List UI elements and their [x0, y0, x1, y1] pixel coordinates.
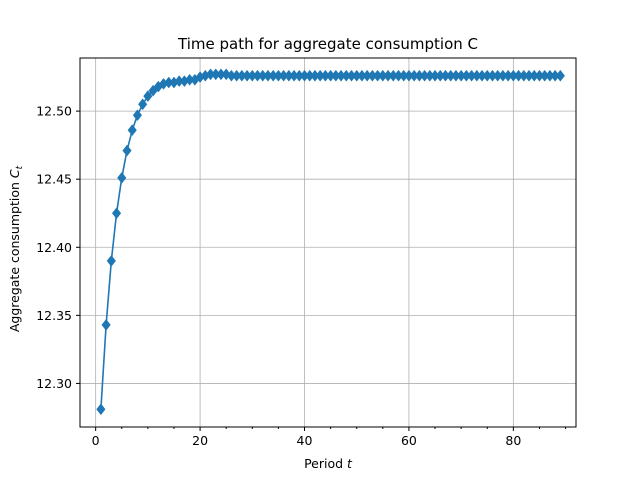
- y-tick-label: 12.30: [36, 376, 72, 391]
- plot-frame: [79, 57, 577, 428]
- data-point: [96, 403, 106, 416]
- data-point: [127, 124, 137, 137]
- y-axis-label-var: C: [7, 169, 22, 178]
- chart-title: Time path for aggregate consumption C: [177, 35, 478, 53]
- y-axis-label: Aggregate consumption Ct: [7, 165, 25, 332]
- data-point: [132, 109, 143, 122]
- data-point: [122, 144, 132, 157]
- y-tick-label: 12.50: [36, 104, 72, 119]
- data-point: [106, 254, 116, 267]
- data-point: [555, 69, 565, 82]
- x-axis-label-var: t: [347, 456, 353, 471]
- data-point: [117, 171, 127, 184]
- consumption-line: [100, 73, 561, 410]
- x-tick-label: 40: [297, 433, 313, 448]
- grid: [80, 58, 576, 427]
- x-tick-label: 80: [505, 433, 521, 448]
- series-consumption: [96, 68, 565, 416]
- data-point: [101, 318, 111, 331]
- y-tick-label: 12.40: [36, 240, 72, 255]
- data-point: [143, 90, 153, 103]
- y-axis-label-sub: t: [15, 165, 25, 169]
- x-tick-label: 60: [401, 433, 417, 448]
- y-axis: 12.30 12.35 12.40 12.45 12.50: [36, 104, 80, 391]
- data-point: [138, 98, 148, 111]
- y-axis-label-text: Aggregate consumption: [7, 178, 22, 332]
- x-axis-label-text: Period: [304, 456, 347, 471]
- y-tick-label: 12.35: [36, 308, 72, 323]
- x-tick-label: 20: [192, 433, 208, 448]
- x-axis-label: Period t: [304, 456, 353, 471]
- y-tick-label: 12.45: [36, 172, 72, 187]
- x-tick-label: 0: [92, 433, 100, 448]
- data-point: [111, 207, 122, 220]
- x-axis: 0 20 40 60 80: [92, 427, 567, 448]
